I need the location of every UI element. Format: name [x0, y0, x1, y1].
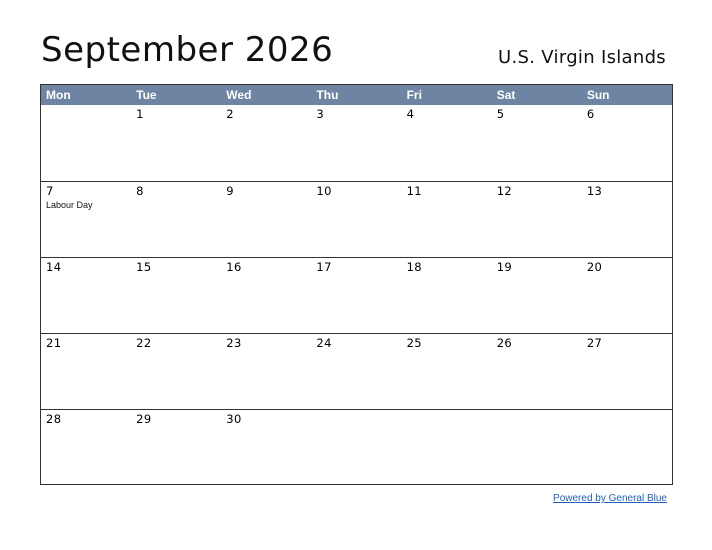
day-cell: 16 — [221, 258, 311, 333]
day-number: 9 — [226, 184, 234, 198]
day-cell — [492, 410, 582, 485]
day-number: 3 — [316, 107, 325, 121]
day-cell: 11 — [402, 182, 492, 257]
day-cell: 4 — [402, 105, 492, 181]
day-cell: 1 — [131, 105, 221, 181]
day-cell: 17 — [311, 258, 401, 333]
weekday-header: Wed — [226, 88, 252, 102]
day-number: 15 — [136, 260, 152, 274]
week-row: 7 Labour Day 8 9 10 11 12 13 — [41, 181, 672, 257]
weekday-header: Thu — [316, 88, 339, 102]
day-cell: 21 — [41, 334, 131, 409]
day-cell: 29 — [131, 410, 221, 485]
day-number: 29 — [136, 412, 152, 426]
day-number: 20 — [586, 260, 603, 274]
day-cell: 22 — [131, 334, 221, 409]
day-cell: 13 — [582, 182, 672, 257]
day-cell: 15 — [131, 258, 221, 333]
day-number: 26 — [496, 336, 513, 350]
calendar-grid: Mon Tue Wed Thu Fri Sat Sun 1 2 3 4 5 6 … — [40, 84, 673, 485]
day-cell — [402, 410, 492, 485]
day-number: 6 — [586, 107, 595, 121]
day-number: 10 — [316, 184, 332, 198]
day-cell: 3 — [311, 105, 401, 181]
day-number: 27 — [586, 336, 603, 350]
day-cell: 24 — [311, 334, 401, 409]
day-number: 4 — [406, 107, 415, 121]
day-cell: 18 — [402, 258, 492, 333]
day-number: 21 — [46, 336, 62, 350]
day-cell: 9 — [221, 182, 311, 257]
day-cell: 10 — [311, 182, 401, 257]
day-number: 13 — [586, 184, 603, 198]
day-number: 24 — [316, 336, 332, 350]
day-cell — [582, 410, 672, 485]
week-row: 14 15 16 17 18 19 20 — [41, 257, 672, 333]
day-number: 28 — [46, 412, 62, 426]
day-number: 11 — [406, 184, 422, 198]
weekday-header: Fri — [406, 88, 422, 102]
day-number: 14 — [46, 260, 62, 274]
day-cell: 25 — [402, 334, 492, 409]
day-cell: 5 — [492, 105, 582, 181]
day-number: 23 — [226, 336, 242, 350]
day-number: 19 — [496, 260, 513, 274]
page-title: September 2026 — [41, 30, 334, 70]
day-number: 18 — [406, 260, 422, 274]
day-number: 30 — [226, 412, 242, 426]
weekday-header: Tue — [136, 88, 157, 102]
day-number: 12 — [496, 184, 513, 198]
day-cell: 7 Labour Day — [41, 182, 131, 257]
day-cell: 19 — [492, 258, 582, 333]
weekday-header: Sat — [496, 88, 516, 102]
day-number: 2 — [226, 107, 234, 121]
day-number: 16 — [226, 260, 242, 274]
powered-by-link[interactable]: Powered by General Blue — [553, 493, 667, 504]
day-cell: 8 — [131, 182, 221, 257]
day-cell: 20 — [582, 258, 672, 333]
day-cell — [41, 105, 131, 181]
day-number: 17 — [316, 260, 332, 274]
day-number: 1 — [136, 107, 144, 121]
day-number: 8 — [136, 184, 144, 198]
day-cell: 26 — [492, 334, 582, 409]
day-cell — [311, 410, 401, 485]
day-cell: 28 — [41, 410, 131, 485]
holiday-label: Labour Day — [46, 200, 93, 210]
week-row: 21 22 23 24 25 26 27 — [41, 333, 672, 409]
day-number: 25 — [406, 336, 422, 350]
day-number: 7 — [46, 184, 54, 198]
day-cell: 27 — [582, 334, 672, 409]
day-cell: 14 — [41, 258, 131, 333]
day-cell: 2 — [221, 105, 311, 181]
day-cell: 23 — [221, 334, 311, 409]
region-name: U.S. Virgin Islands — [498, 47, 666, 68]
weekday-header: Sun — [586, 88, 610, 102]
day-number: 5 — [496, 107, 505, 121]
week-row: 28 29 30 — [41, 409, 672, 485]
weekday-header-row: Mon Tue Wed Thu Fri Sat Sun — [41, 85, 672, 105]
day-cell: 6 — [582, 105, 672, 181]
day-cell: 12 — [492, 182, 582, 257]
day-number: 22 — [136, 336, 152, 350]
weekday-header: Mon — [46, 88, 71, 102]
week-row: 1 2 3 4 5 6 — [41, 105, 672, 181]
day-cell: 30 — [221, 410, 311, 485]
